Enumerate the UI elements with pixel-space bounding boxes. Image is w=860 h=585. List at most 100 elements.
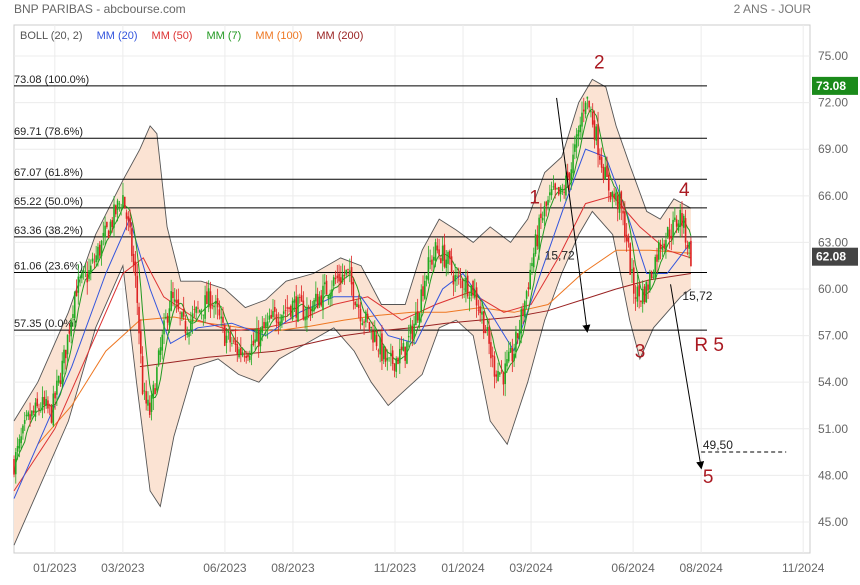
- candle-body: [93, 261, 96, 263]
- candle-body: [84, 271, 87, 273]
- wave-label: 3: [635, 341, 646, 362]
- candle-body: [656, 254, 658, 262]
- candle-body: [166, 315, 169, 323]
- candle-body: [218, 309, 221, 316]
- candle-body: [393, 363, 396, 371]
- value-annotation: 49,50: [703, 438, 733, 452]
- candle-body: [361, 323, 364, 325]
- candle-body: [43, 396, 46, 405]
- candle-body: [472, 281, 474, 296]
- candle-body: [640, 300, 642, 303]
- candle-body: [302, 300, 305, 320]
- bollinger-lower: [13, 210, 692, 546]
- candle-body: [407, 335, 410, 338]
- candle-body: [150, 395, 153, 412]
- candle-body: [209, 291, 212, 309]
- wave-label: R 5: [694, 335, 724, 356]
- candle-body: [109, 221, 112, 234]
- value-annotation: 15,72: [545, 248, 575, 262]
- candle-body: [625, 234, 628, 242]
- candle-body: [481, 311, 483, 315]
- candle-body: [493, 356, 496, 377]
- candle-body: [79, 277, 81, 279]
- candle-body: [372, 330, 374, 343]
- candle-body: [173, 299, 176, 302]
- candle-body: [499, 372, 501, 375]
- candle-body: [624, 211, 626, 238]
- candle-body: [620, 191, 623, 209]
- wave-label: 5: [703, 467, 714, 488]
- candle-body: [284, 310, 287, 312]
- candle-body: [649, 273, 651, 290]
- candle-body: [527, 287, 530, 290]
- candle-body: [515, 331, 517, 353]
- candle-body: [690, 240, 692, 267]
- candle-body: [61, 360, 64, 385]
- candle-body: [463, 288, 465, 290]
- candle-body: [565, 175, 567, 196]
- candle-body: [602, 166, 605, 180]
- candle-body: [148, 402, 151, 415]
- candle-body: [606, 165, 608, 177]
- candle-body: [215, 301, 217, 304]
- current-price-label: 62.08: [816, 250, 846, 264]
- candle-body: [70, 320, 72, 337]
- candle-body: [45, 398, 47, 406]
- candle-body: [545, 201, 548, 207]
- candle-body: [547, 199, 549, 206]
- candle-body: [674, 217, 676, 221]
- y-tick-label: 66.00: [818, 189, 848, 203]
- candle-body: [263, 321, 265, 329]
- candle-body: [316, 294, 319, 309]
- candle-body: [536, 234, 539, 247]
- candle-body: [290, 305, 292, 317]
- candle-body: [145, 391, 147, 404]
- candle-body: [272, 311, 274, 318]
- candle-body: [445, 259, 448, 269]
- candle-body: [97, 246, 99, 260]
- candle-body: [32, 410, 35, 413]
- candle-body: [240, 348, 242, 355]
- candle-body: [118, 203, 121, 205]
- candle-body: [63, 349, 65, 364]
- candle-body: [457, 275, 460, 277]
- candle-body: [561, 190, 564, 192]
- candle-body: [681, 213, 683, 227]
- candle-body: [259, 329, 262, 347]
- candle-body: [622, 210, 624, 214]
- y-tick-label: 72.00: [818, 96, 848, 110]
- candle-body: [202, 314, 205, 316]
- candle-body: [293, 299, 296, 303]
- candle-body: [484, 331, 487, 334]
- ma-50-line: [13, 195, 692, 492]
- y-tick-label: 45.00: [818, 515, 848, 529]
- candle-body: [686, 244, 689, 249]
- candle-body: [507, 351, 510, 362]
- candle-body: [490, 342, 492, 359]
- candle-body: [29, 414, 31, 420]
- candle-body: [466, 275, 469, 297]
- fibonacci-label: 67.07 (61.8%): [14, 167, 83, 179]
- candle-body: [325, 280, 328, 295]
- candle-body: [59, 380, 62, 384]
- candle-body: [404, 346, 406, 361]
- candle-body: [350, 267, 353, 285]
- candle-body: [441, 245, 444, 261]
- legend-item: MM (7): [206, 30, 241, 42]
- candle-body: [679, 209, 682, 227]
- candle-body: [368, 321, 371, 330]
- candle-body: [638, 285, 640, 297]
- candle-body: [604, 167, 607, 180]
- candle-body: [486, 327, 489, 330]
- candle-body: [198, 310, 201, 313]
- candle-body: [500, 370, 503, 372]
- candle-body: [31, 410, 33, 417]
- candle-body: [200, 311, 203, 313]
- candle-body: [429, 260, 431, 262]
- candle-body: [122, 195, 124, 208]
- candle-body: [252, 340, 255, 345]
- candle-body: [531, 263, 533, 267]
- fibonacci-label: 63.36 (38.2%): [14, 225, 83, 237]
- candle-body: [36, 398, 39, 407]
- candle-body: [595, 126, 598, 141]
